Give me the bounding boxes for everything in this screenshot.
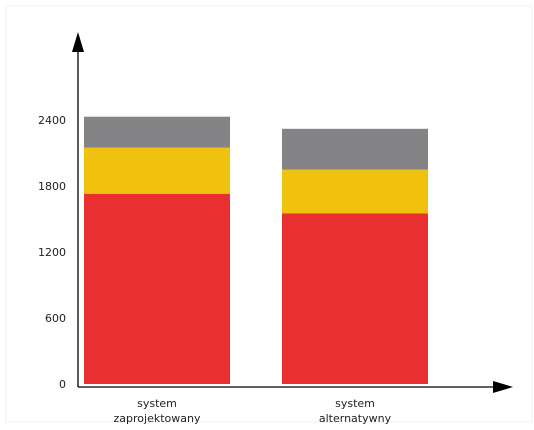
bar-segment-1-2 xyxy=(84,148,230,194)
y-tick-labels: 0 600 1200 1800 2400 xyxy=(38,114,66,391)
x-category-label: system xyxy=(137,397,177,410)
bar-segment-2-2 xyxy=(282,170,428,214)
x-category-label: system xyxy=(335,397,375,410)
bar-segment-1-1 xyxy=(84,194,230,384)
y-tick-label: 600 xyxy=(45,312,66,325)
y-tick-label: 1200 xyxy=(38,246,66,259)
x-axis-arrow-icon xyxy=(493,381,513,393)
bar-segment-2-3 xyxy=(282,129,428,170)
y-tick-label: 1800 xyxy=(38,180,66,193)
x-category-label: zaprojektowany xyxy=(114,412,201,425)
y-tick-label: 2400 xyxy=(38,114,66,127)
y-tick-label: 0 xyxy=(59,378,66,391)
x-category-labels: system zaprojektowany system alternatywny xyxy=(114,397,392,425)
bars-layer xyxy=(84,117,428,384)
bar-segment-2-1 xyxy=(282,214,428,385)
bar-segment-1-3 xyxy=(84,117,230,148)
x-category-label: alternatywny xyxy=(319,412,392,425)
y-axis-arrow-icon xyxy=(72,32,84,52)
